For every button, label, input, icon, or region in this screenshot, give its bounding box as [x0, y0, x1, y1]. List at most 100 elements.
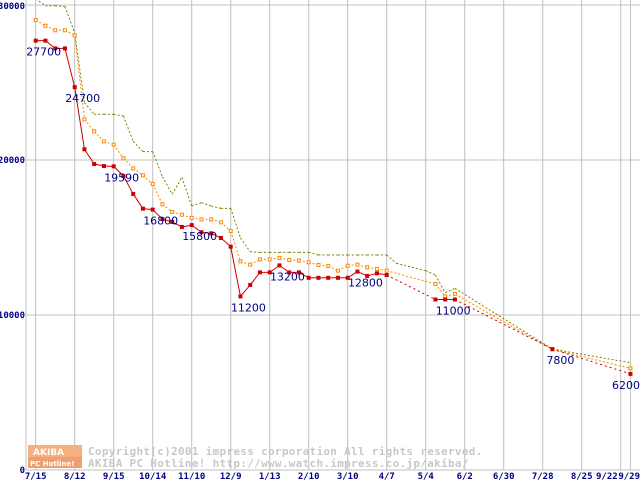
series-segment [64, 6, 76, 34]
site-url-text: AKIBA PC Hotline! http://www.watch.impre… [88, 457, 469, 470]
series-segment [249, 272, 261, 286]
data-point-marker [33, 18, 38, 23]
data-point-marker [228, 228, 233, 233]
data-point-marker [335, 268, 340, 273]
data-point-marker [296, 258, 301, 263]
series-segment [132, 141, 144, 152]
grid [25, 0, 640, 471]
x-tick-label: 4/7 [379, 472, 395, 480]
data-label: 15800 [182, 230, 217, 243]
data-label: 11000 [436, 305, 471, 318]
data-point-marker [326, 275, 331, 280]
data-point-marker [199, 230, 204, 235]
series-segment [123, 175, 134, 195]
data-point-marker [140, 206, 145, 211]
data-point-marker [296, 270, 301, 275]
data-point-marker [326, 264, 331, 269]
data-point-marker [374, 266, 379, 271]
data-point-marker [199, 217, 204, 222]
data-point-marker [355, 269, 360, 274]
data-point-marker [355, 262, 360, 267]
data-label: 24700 [65, 92, 100, 105]
watermark: AKIBA PC Hotline! Copyright(c)2001 impre… [28, 445, 483, 470]
x-tick-label: 11/10 [178, 472, 205, 480]
data-point-marker [267, 257, 272, 262]
data-point-marker [443, 297, 448, 302]
data-point-marker [345, 263, 350, 268]
data-labels: 27700 24700 19590 16800 15800 11200 13200 12800… [26, 46, 640, 392]
data-point-marker [150, 182, 155, 187]
data-point-marker [218, 220, 223, 225]
series-segment [435, 274, 446, 293]
series-segment [181, 177, 193, 207]
data-point-marker [287, 270, 292, 275]
series-segment [171, 177, 183, 195]
x-tick-label: 9/29 [618, 472, 640, 480]
x-tick-label: 12/9 [220, 472, 242, 480]
data-label: 27700 [26, 46, 61, 59]
data-label: 13200 [270, 270, 305, 283]
series-layer [33, 0, 633, 376]
x-tick-label: 5/4 [418, 472, 435, 480]
data-point-marker [72, 33, 77, 38]
data-point-marker [277, 263, 282, 268]
x-tick-label: 10/14 [139, 472, 167, 480]
series-segment [386, 274, 436, 300]
data-point-marker [345, 275, 350, 280]
series-segment [113, 113, 124, 117]
series-segment [250, 251, 260, 253]
data-point-marker [316, 262, 321, 267]
y-tick-label: 30000 [0, 2, 25, 12]
data-point-marker [316, 275, 321, 280]
data-point-marker [365, 273, 370, 278]
data-point-marker [160, 202, 165, 207]
data-point-marker [248, 262, 253, 267]
series-segment [230, 230, 241, 262]
data-point-marker [111, 164, 116, 169]
copyright-text: Copyright(c)2001 impress corporation All… [88, 445, 483, 458]
x-tick-label: 9/22 [596, 472, 618, 480]
series-middle [33, 18, 633, 371]
data-point-marker [53, 46, 58, 51]
data-label: 7800 [546, 354, 574, 367]
series-segment [552, 348, 631, 364]
series-segment [230, 246, 241, 297]
x-tick-label: 6/30 [493, 472, 515, 480]
series-segment [74, 87, 85, 150]
series-segment [230, 208, 241, 239]
data-point-marker [267, 270, 272, 275]
data-point-marker [443, 294, 448, 299]
series-segment [425, 270, 436, 276]
data-point-marker [101, 139, 106, 144]
data-point-marker [365, 265, 370, 270]
x-tick-label: 8/25 [571, 472, 593, 480]
data-point-marker [209, 217, 214, 222]
x-tick-label: 8/12 [64, 472, 86, 480]
series-segment [435, 283, 446, 297]
x-tick-label: 9/15 [103, 472, 125, 480]
series-segment [152, 151, 163, 177]
logo-top-box [28, 445, 82, 457]
data-point-marker [374, 271, 379, 276]
series-segment [396, 262, 426, 272]
data-point-marker [452, 297, 457, 302]
y-tick-label: 10000 [0, 311, 25, 321]
y-tick-label: 20000 [0, 156, 25, 166]
data-point-marker [209, 231, 214, 236]
data-point-marker [433, 297, 438, 302]
data-point-marker [82, 147, 87, 152]
data-label: 12800 [348, 277, 383, 290]
data-point-marker [111, 142, 116, 147]
data-point-marker [131, 191, 136, 196]
data-point-marker [170, 209, 175, 214]
data-point-marker [72, 85, 77, 90]
data-point-marker [82, 117, 87, 122]
data-point-marker [238, 259, 243, 264]
series-segment [240, 237, 251, 253]
x-tick-label: 7/15 [25, 472, 47, 480]
data-label: 16800 [143, 215, 178, 228]
data-label: 6200 [612, 379, 640, 392]
series-segment [74, 35, 85, 120]
series-lowest [33, 38, 633, 376]
